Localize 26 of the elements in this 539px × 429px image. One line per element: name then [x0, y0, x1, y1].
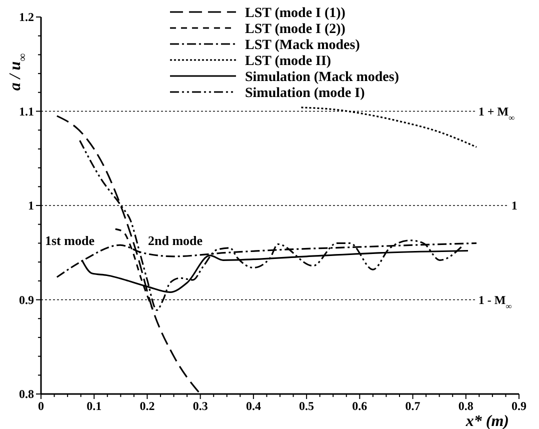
x-tick-label: 0.6 — [352, 399, 368, 413]
legend-label: LST (Mack modes) — [245, 38, 360, 53]
annotation: 2nd mode — [148, 233, 203, 248]
y-tick-label: 0.9 — [19, 292, 34, 307]
legend-label: LST (mode II) — [245, 54, 332, 69]
y-tick-label: 1.2 — [19, 10, 34, 24]
y-tick-label: 1 — [28, 198, 34, 212]
annotation: 1st mode — [45, 233, 95, 248]
x-tick-label: 0.2 — [140, 399, 155, 413]
x-tick-label: 0.5 — [299, 399, 314, 413]
y-tick-label: 0.8 — [19, 387, 34, 401]
legend-label: Simulation (mode I) — [245, 86, 366, 101]
legend-label: Simulation (Mack modes) — [245, 70, 400, 85]
legend-label: LST (mode I (2)) — [245, 22, 346, 37]
x-tick-label: 0 — [38, 399, 44, 413]
x-tick-label: 0.3 — [192, 399, 208, 413]
y-tick-label: 1.1 — [19, 104, 34, 118]
ref-line-label: 1 - M$_{∞}$ — [478, 292, 512, 310]
x-tick-label: 0.7 — [405, 399, 420, 413]
x-tick-label: 0.4 — [246, 399, 261, 413]
legend-label: LST (mode I (1)) — [245, 6, 346, 21]
x-tick-label: 0.8 — [458, 399, 474, 413]
ref-line-label: 1 — [511, 198, 518, 212]
ref-line-label: 1 + M$_{∞}$ — [478, 104, 515, 122]
x-tick-label: 0.9 — [512, 399, 526, 413]
x-tick-label: 0.1 — [86, 399, 102, 413]
